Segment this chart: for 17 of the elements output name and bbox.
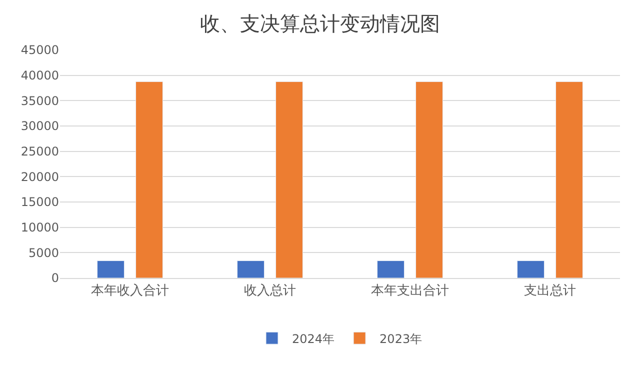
x-tick-label: 支出总计	[524, 284, 576, 299]
y-tick-label: 25000	[20, 144, 59, 159]
legend-label: 2024年	[292, 332, 335, 346]
y-tick-label: 5000	[28, 246, 59, 260]
y-tick-label: 15000	[20, 195, 59, 210]
y-tick-label: 40000	[20, 68, 59, 83]
y-tick-label: 30000	[20, 119, 59, 134]
legend-label: 2023年	[380, 332, 422, 346]
y-tick-label: 35000	[20, 94, 59, 108]
y-tick-label: 45000	[20, 43, 59, 58]
chart-title: 收、支决算总计变动情况图	[200, 11, 440, 36]
x-tick-label: 收入总计	[244, 284, 296, 299]
y-tick-label: 20000	[20, 170, 59, 184]
y-tick-label: 10000	[20, 220, 59, 235]
x-tick-label: 本年收入合计	[91, 284, 169, 299]
y-tick-label: 0	[51, 271, 59, 286]
x-tick-label: 本年支出合计	[371, 284, 449, 299]
